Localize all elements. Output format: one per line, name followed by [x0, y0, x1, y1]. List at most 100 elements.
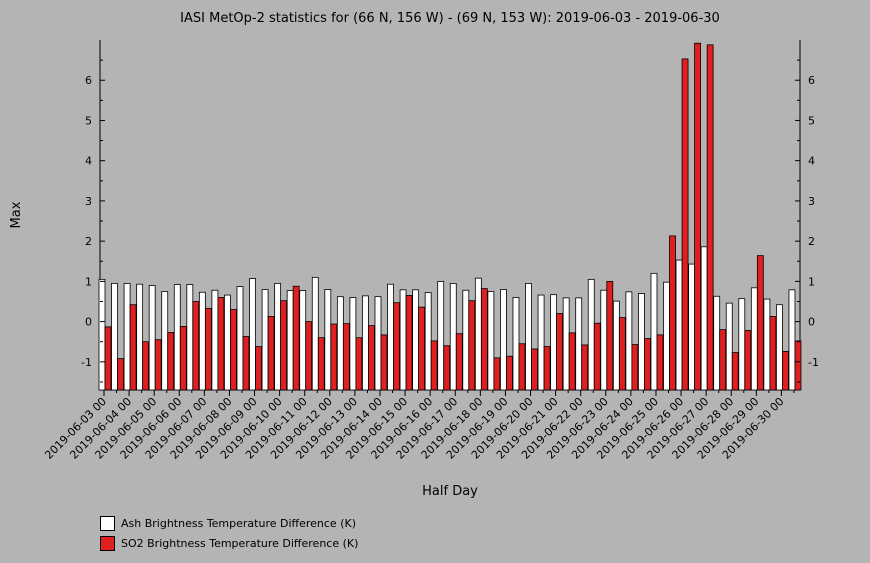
bar-so2: [681, 58, 689, 391]
bar-so2: [556, 313, 564, 391]
y-tick-label-left: 6: [85, 74, 92, 87]
y-tick-label-right: 3: [808, 195, 815, 208]
bar-ash: [437, 280, 445, 391]
y-tick-label-left: -1: [81, 356, 92, 369]
bar-ash: [587, 278, 595, 391]
bar-ash: [299, 290, 307, 391]
bar-so2: [656, 334, 664, 391]
bar-so2: [255, 346, 262, 391]
bar-so2: [405, 295, 413, 391]
bar-ash: [136, 283, 144, 391]
bar-so2: [581, 344, 589, 391]
bar-ash: [161, 291, 169, 391]
bar-ash: [562, 297, 570, 391]
bar-so2: [242, 336, 250, 391]
bar-ash: [286, 290, 294, 391]
bar-ash: [349, 297, 357, 391]
y-axis-label: Max: [9, 201, 24, 228]
bar-ash: [148, 285, 156, 391]
bar-ash: [98, 278, 106, 391]
bar-so2: [280, 300, 288, 391]
bar-ash: [261, 289, 269, 391]
legend-swatch-ash: [100, 515, 115, 531]
bar-so2: [204, 307, 212, 391]
bar-so2: [217, 297, 225, 391]
bar-ash: [725, 302, 733, 391]
bar-ash: [311, 276, 319, 391]
bar-ash: [537, 294, 545, 391]
bar-ash: [650, 272, 658, 391]
y-tick-label-left: 4: [85, 155, 92, 168]
bar-ash: [625, 291, 633, 391]
bar-ash: [788, 289, 796, 391]
y-tick-label-right: 4: [808, 155, 815, 168]
bar-ash: [449, 282, 457, 391]
y-tick-label-right: 6: [808, 74, 815, 87]
bar-so2: [769, 315, 777, 391]
bar-so2: [355, 337, 363, 391]
bar-ash: [600, 289, 608, 391]
bar-ash: [612, 300, 620, 391]
bar-ash: [123, 282, 131, 391]
y-tick-label-left: 5: [85, 114, 92, 127]
bar-ash: [663, 281, 670, 391]
bar-ash: [173, 284, 181, 391]
bar-so2: [154, 339, 162, 391]
bars: [98, 42, 802, 391]
bar-ash: [575, 297, 583, 391]
bar-ash: [487, 291, 495, 391]
bar-so2: [418, 306, 426, 391]
y-tick-label-left: 2: [85, 235, 92, 248]
bar-so2: [618, 317, 626, 391]
bar-ash: [688, 263, 696, 391]
bar-so2: [455, 333, 463, 391]
bar-ash: [525, 282, 532, 391]
y-tick-label-right: 1: [808, 275, 815, 288]
bar-ash: [738, 298, 746, 391]
legend-swatch-so2: [100, 535, 115, 551]
bar-so2: [694, 42, 702, 391]
bar-so2: [518, 343, 526, 391]
bar-so2: [104, 326, 112, 391]
bar-so2: [179, 326, 187, 391]
bar-so2: [706, 44, 714, 391]
bar-so2: [568, 332, 576, 391]
bar-so2: [631, 344, 639, 391]
bar-ash: [249, 278, 256, 391]
bar-so2: [543, 346, 551, 391]
bar-ash: [198, 291, 206, 391]
bar-so2: [342, 323, 350, 391]
bar-ash: [224, 294, 231, 391]
bar-so2: [756, 255, 764, 391]
y-tick-label-left: 1: [85, 275, 92, 288]
bar-so2: [443, 345, 451, 391]
bar-ash: [776, 304, 783, 391]
bar-ash: [763, 298, 771, 391]
bar-so2: [669, 235, 676, 391]
bar-so2: [129, 304, 137, 391]
x-axis-label: Half Day: [422, 484, 478, 499]
bar-so2: [380, 334, 388, 391]
bar-ash: [236, 286, 244, 391]
bar-ash: [675, 259, 683, 391]
bar-so2: [593, 322, 601, 391]
bar-ash: [324, 289, 332, 391]
bar-ash: [274, 282, 282, 391]
bar-ash: [111, 282, 118, 391]
bar-so2: [606, 280, 614, 391]
bar-ash: [550, 294, 558, 391]
bar-so2: [794, 340, 802, 391]
legend-label-so2: SO2 Brightness Temperature Difference (K…: [121, 536, 359, 550]
bar-so2: [393, 302, 400, 391]
bar-so2: [744, 330, 752, 391]
bar-so2: [142, 341, 150, 391]
bar-so2: [167, 332, 175, 391]
bar-so2: [731, 352, 739, 391]
bar-so2: [644, 338, 651, 391]
bar-so2: [368, 325, 375, 391]
bar-ash: [336, 296, 344, 391]
bar-so2: [506, 355, 513, 391]
bar-ash: [713, 295, 721, 391]
bar-so2: [305, 321, 313, 391]
